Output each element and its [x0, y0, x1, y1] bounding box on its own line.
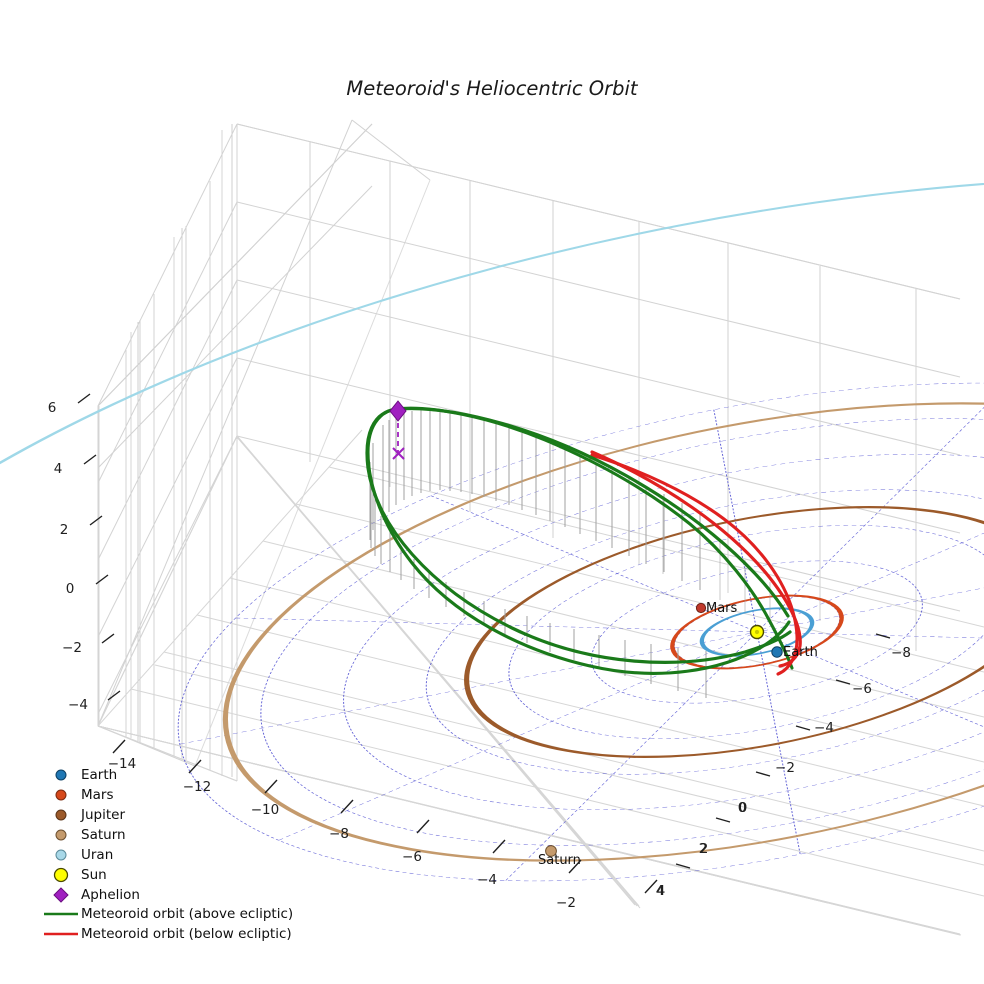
- aphelion-marker: [389, 400, 407, 422]
- saturn-marker: [545, 845, 557, 857]
- orbit-red: [590, 450, 802, 668]
- meteoroid-orbit-above-ecliptic-2: [366, 407, 791, 675]
- legend-label-mars: Mars: [81, 787, 114, 803]
- z-tick-labels: 6 4 2 0 −2 −4: [48, 400, 88, 713]
- legend-item-saturn[interactable]: Saturn: [55, 827, 126, 843]
- legend-item-uran[interactable]: Uran: [55, 847, 113, 863]
- legend-label-orbit-above: Meteoroid orbit (above ecliptic): [81, 906, 293, 922]
- svg-text:−6: −6: [852, 681, 872, 697]
- sun-core: [754, 629, 760, 635]
- svg-text:−2: −2: [556, 895, 576, 911]
- aphelion-group: [389, 400, 407, 460]
- legend-marker-aphelion-icon: [53, 887, 69, 903]
- svg-text:−2: −2: [62, 640, 82, 656]
- svg-text:−4: −4: [814, 720, 834, 736]
- page-title: Meteoroid's Heliocentric Orbit: [346, 77, 639, 100]
- svg-text:−4: −4: [477, 872, 497, 888]
- legend-marker-mars-icon: [55, 789, 67, 801]
- legend-marker-jupiter-icon: [55, 809, 67, 821]
- svg-text:0: 0: [738, 800, 747, 816]
- y-axis-ticks: [675, 633, 891, 869]
- svg-text:4: 4: [657, 883, 666, 899]
- legend-marker-uran-icon: [55, 849, 67, 861]
- saturn-label: Saturn: [538, 853, 581, 868]
- orbit-uranus: [0, 175, 984, 984]
- orbit-jupiter: [464, 506, 984, 758]
- svg-text:−6: −6: [402, 849, 422, 865]
- legend-item-jupiter[interactable]: Jupiter: [55, 807, 125, 823]
- legend-marker-saturn-icon: [55, 829, 67, 841]
- legend-label-jupiter: Jupiter: [80, 807, 125, 823]
- earth-marker: [771, 646, 783, 658]
- legend-item-mars[interactable]: Mars: [55, 787, 114, 803]
- svg-text:−2: −2: [775, 760, 795, 776]
- orbit-green-upper: [395, 406, 790, 618]
- x-tick-labels: −14 −12 −10 −8 −6 −4 −2 0 2 4: [108, 756, 747, 911]
- orbit-green-lower: [365, 407, 792, 664]
- svg-text:2: 2: [60, 522, 69, 538]
- svg-text:−10: −10: [251, 802, 280, 818]
- svg-text:−4: −4: [68, 697, 88, 713]
- meteoroid-orbit-accurate: [365, 406, 802, 668]
- legend-label-orbit-below: Meteoroid orbit (below ecliptic): [81, 926, 292, 942]
- orbit-earth: [699, 607, 815, 657]
- orbit-saturn: [222, 402, 984, 862]
- svg-text:6: 6: [48, 400, 57, 416]
- pane-rear-left: [97, 123, 373, 777]
- legend-marker-earth-icon: [55, 769, 67, 781]
- svg-text:0: 0: [739, 800, 748, 816]
- legend-label-aphelion: Aphelion: [81, 887, 140, 903]
- svg-text:−14: −14: [108, 756, 137, 772]
- planet-orbits: [0, 175, 984, 984]
- floor-grid: [97, 725, 961, 936]
- legend-item-aphelion[interactable]: Aphelion: [53, 887, 140, 903]
- svg-text:2: 2: [699, 841, 708, 857]
- legend-marker-sun-icon: [53, 867, 69, 883]
- z-axis-ticks: [77, 393, 121, 701]
- mars-label: Mars: [706, 601, 738, 616]
- y-tick-labels: −8 −6 −4 −2 0 2 4: [657, 645, 911, 899]
- legend-item-earth[interactable]: Earth: [55, 767, 117, 783]
- x-axis-ticks: [112, 739, 658, 894]
- svg-text:−12: −12: [183, 779, 212, 795]
- legend-label-uran: Uran: [81, 847, 113, 863]
- celestial-bodies: Mars Earth Saturn: [538, 601, 818, 868]
- earth-label: Earth: [783, 645, 818, 660]
- legend-item-sun[interactable]: Sun: [53, 867, 107, 883]
- svg-text:−8: −8: [329, 826, 349, 842]
- orbit-mars: [670, 594, 844, 670]
- floor-v-lines: [97, 429, 638, 907]
- svg-text:4: 4: [656, 883, 665, 899]
- legend-label-saturn: Saturn: [81, 827, 126, 843]
- svg-text:−8: −8: [891, 645, 911, 661]
- svg-text:0: 0: [66, 581, 75, 597]
- legend-label-sun: Sun: [81, 867, 107, 883]
- mars-marker: [695, 602, 707, 614]
- svg-text:4: 4: [54, 461, 63, 477]
- svg-text:2: 2: [700, 841, 709, 857]
- legend-item-orbit-above[interactable]: Meteoroid orbit (above ecliptic): [44, 906, 293, 922]
- legend-label-earth: Earth: [81, 767, 117, 783]
- legend-item-orbit-below[interactable]: Meteoroid orbit (below ecliptic): [44, 926, 292, 942]
- legend: Earth Mars Jupiter Saturn Uran: [44, 767, 293, 942]
- aphelion-foot-x-icon: [392, 447, 405, 460]
